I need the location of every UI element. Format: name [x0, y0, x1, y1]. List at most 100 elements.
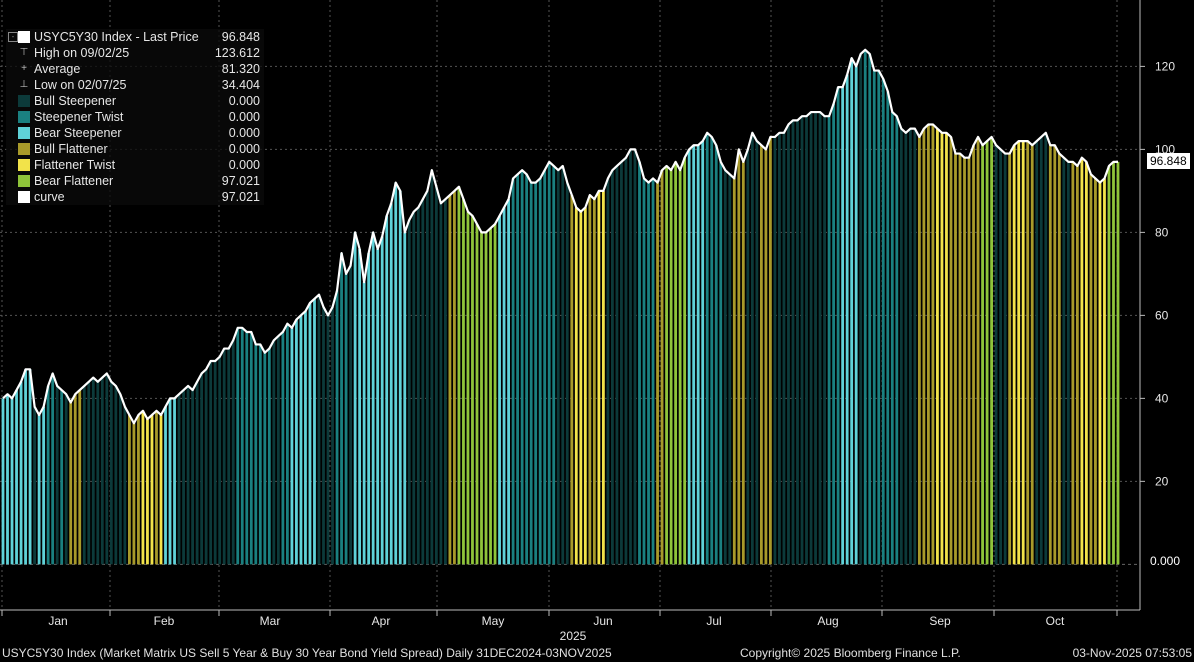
- bar: [425, 190, 429, 565]
- x-tick-label: Sep: [929, 614, 951, 628]
- bar: [904, 132, 908, 565]
- bar: [778, 132, 781, 565]
- bar: [913, 128, 917, 565]
- bar: [344, 273, 348, 565]
- legend-value: 97.021: [221, 174, 260, 188]
- bar: [543, 170, 547, 565]
- bar: [489, 228, 492, 565]
- legend-label: Bear Steepener: [34, 126, 122, 140]
- high-marker-icon: ⊤: [19, 47, 29, 58]
- bar: [1071, 161, 1075, 565]
- bar: [990, 136, 993, 565]
- bar: [358, 248, 362, 565]
- bar: [782, 132, 786, 565]
- bar: [741, 161, 745, 565]
- bar: [263, 352, 267, 565]
- bar: [624, 157, 628, 565]
- bar: [353, 232, 357, 565]
- bar: [570, 195, 574, 565]
- bar: [109, 381, 113, 565]
- bar: [195, 381, 199, 565]
- bar: [863, 49, 867, 565]
- bar: [407, 219, 411, 565]
- bar: [159, 414, 163, 565]
- bar: [73, 394, 77, 565]
- bar: [1075, 165, 1079, 565]
- bar: [850, 58, 854, 565]
- bar: [82, 385, 86, 565]
- bar: [475, 224, 479, 565]
- bar: [42, 406, 46, 565]
- bar: [981, 145, 984, 565]
- legend-row: Flattener Twist 0.000: [6, 157, 264, 173]
- legend-label: Bull Flattener: [34, 142, 108, 156]
- bar: [1003, 153, 1007, 565]
- x-tick-label: Jan: [48, 614, 67, 628]
- bar: [249, 331, 253, 565]
- bar: [728, 174, 732, 565]
- bar: [908, 128, 912, 565]
- bar: [764, 149, 768, 565]
- bar: [520, 170, 524, 565]
- bar: [683, 157, 687, 565]
- bar: [859, 53, 863, 565]
- bar: [1062, 157, 1066, 565]
- bar: [96, 381, 100, 565]
- y-tick-label: 120: [1155, 59, 1175, 73]
- bar: [164, 406, 167, 565]
- bar: [64, 394, 68, 565]
- legend-collapse-icon[interactable]: -: [8, 32, 18, 42]
- bar: [958, 153, 962, 565]
- bar: [1035, 141, 1039, 565]
- footer-timestamp: 03-Nov-2025 07:53:05: [1072, 646, 1192, 660]
- bar: [750, 132, 754, 565]
- bar: [845, 74, 849, 565]
- footer-description: USYC5Y30 Index (Market Matrix US Sell 5 …: [2, 646, 612, 660]
- bar: [687, 149, 691, 565]
- bar: [895, 116, 899, 565]
- bar: [28, 369, 32, 565]
- bar: [1066, 161, 1070, 565]
- bar: [191, 390, 194, 565]
- bar: [502, 207, 506, 565]
- x-tick-label: Oct: [1046, 614, 1065, 628]
- legend-value: 0.000: [228, 142, 260, 156]
- bar: [308, 302, 312, 565]
- bar: [340, 253, 343, 565]
- bar: [37, 414, 41, 565]
- bar: [538, 178, 542, 565]
- legend-title: USYC5Y30 Index - Last Price: [34, 30, 199, 44]
- bar: [615, 165, 619, 565]
- bar: [592, 199, 596, 565]
- bar: [1094, 178, 1097, 565]
- bar: [443, 199, 447, 565]
- chart-legend: - USYC5Y30 Index - Last Price 96.848 ⊤ Hi…: [6, 29, 264, 205]
- y-tick-label: 80: [1155, 225, 1169, 239]
- legend-swatch: [18, 127, 30, 139]
- bar: [290, 327, 294, 565]
- legend-title-row: - USYC5Y30 Index - Last Price 96.848: [6, 29, 264, 45]
- bar: [295, 319, 298, 565]
- bar: [597, 190, 601, 565]
- legend-row: curve 97.021: [6, 189, 264, 205]
- bar: [796, 120, 799, 565]
- y-tick-label: 20: [1155, 474, 1169, 488]
- bar: [367, 253, 371, 565]
- bar: [890, 112, 894, 565]
- bar: [380, 236, 384, 565]
- bar: [1, 398, 5, 565]
- bar: [213, 361, 217, 565]
- bar: [574, 207, 578, 565]
- bar: [385, 215, 389, 565]
- bar: [791, 120, 795, 565]
- bar: [949, 136, 953, 565]
- bar: [362, 282, 366, 565]
- legend-row: + Average 81.320: [6, 61, 264, 77]
- bar: [773, 136, 777, 565]
- bar: [1039, 136, 1043, 565]
- bar: [457, 186, 461, 565]
- legend-value: 123.612: [214, 46, 260, 60]
- bar: [561, 165, 565, 565]
- legend-swatch: [18, 175, 30, 187]
- bar: [267, 348, 271, 565]
